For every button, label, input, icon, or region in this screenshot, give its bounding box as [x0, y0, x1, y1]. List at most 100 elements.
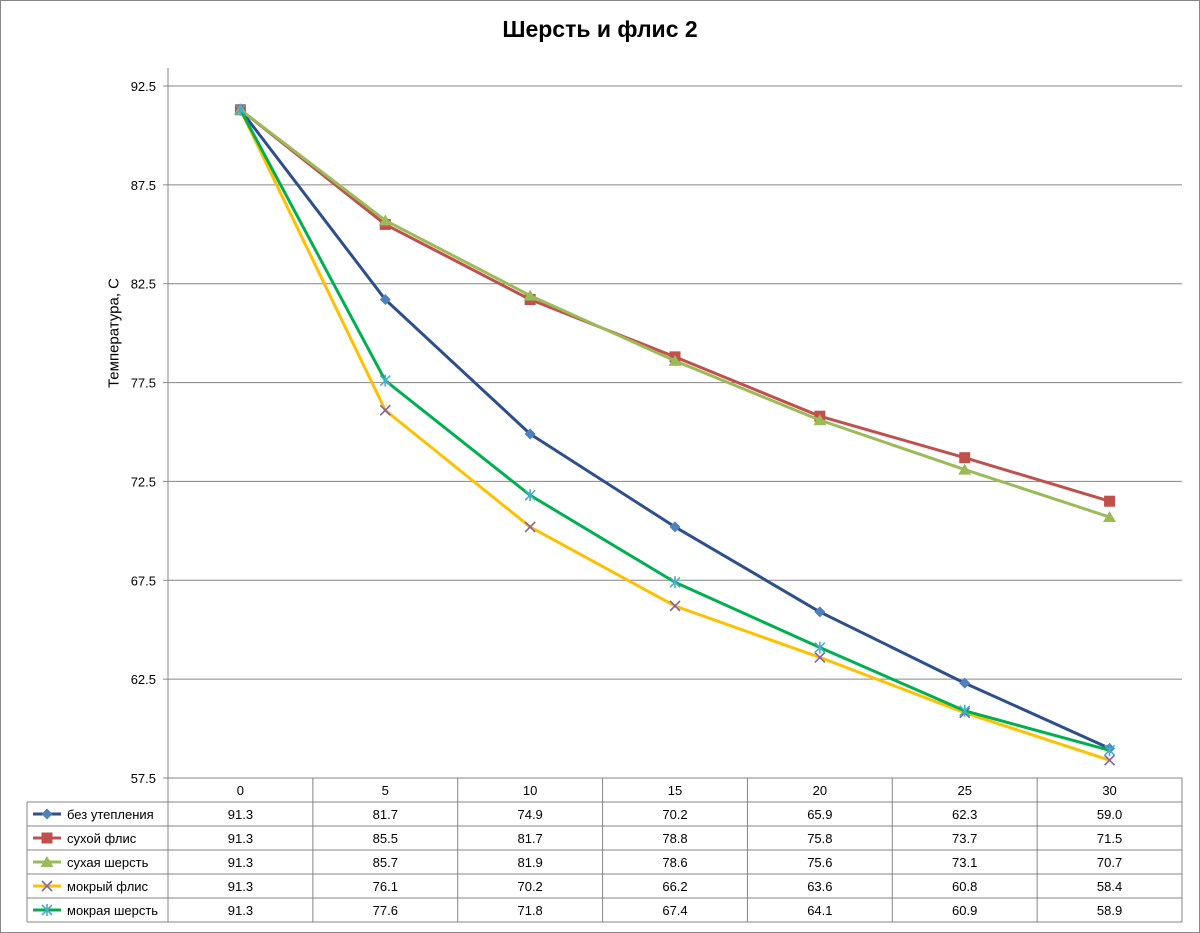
legend-entry: мокрый флис: [33, 879, 149, 894]
legend-entry: сухая шерсть: [33, 855, 149, 870]
marker-diamond: [524, 428, 536, 440]
y-tick-label: 82.5: [131, 277, 156, 292]
data-cell: 81.9: [517, 855, 542, 870]
data-cell: 70.2: [662, 807, 687, 822]
marker-star: [41, 904, 53, 916]
legend-label: мокрый флис: [67, 879, 149, 894]
data-cell: 66.2: [662, 879, 687, 894]
data-cell: 91.3: [228, 807, 253, 822]
marker-star: [959, 704, 971, 717]
data-cell: 81.7: [517, 831, 542, 846]
data-cell: 73.1: [952, 855, 977, 870]
series-4: [234, 104, 1116, 766]
series-2: [234, 104, 1116, 507]
data-table: 0 5 10 15 20 25 30 без утепления 91.3 81.7 74.9 70.…: [26, 777, 1183, 923]
marker-x: [524, 521, 536, 533]
data-cell: 70.7: [1097, 855, 1122, 870]
x-tick-label: 20: [813, 783, 827, 798]
marker-triangle: [813, 414, 827, 426]
y-tick-label: 77.5: [131, 376, 156, 391]
marker-star: [669, 576, 681, 589]
marker-x: [814, 651, 826, 663]
marker-star: [1104, 744, 1116, 757]
marker-square: [959, 452, 971, 464]
y-tick-label: 57.5: [131, 771, 156, 786]
y-tick-label: 67.5: [131, 573, 156, 588]
gridlines: [163, 68, 1182, 779]
data-cell: 85.7: [373, 855, 398, 870]
data-cell: 60.9: [952, 903, 977, 918]
data-cell: 70.2: [517, 879, 542, 894]
marker-diamond: [959, 677, 971, 689]
marker-star: [379, 374, 391, 387]
marker-square: [1104, 495, 1116, 507]
marker-triangle: [378, 214, 392, 226]
series-3: [233, 103, 1117, 523]
data-cell: 91.3: [228, 831, 253, 846]
data-cell: 81.7: [373, 807, 398, 822]
legend-label: без утепления: [67, 807, 154, 822]
series-line: [239, 108, 1111, 503]
marker-star: [524, 489, 536, 502]
series-5: [234, 103, 1116, 757]
x-tick-label: 10: [523, 783, 537, 798]
marker-diamond: [379, 294, 391, 306]
legend-entry: мокрая шерсть: [33, 903, 158, 918]
data-cell: 91.3: [228, 903, 253, 918]
series-layer: [233, 103, 1117, 766]
data-cell: 91.3: [228, 855, 253, 870]
legend-label: сухой флис: [67, 831, 137, 846]
series-1: [234, 104, 1116, 754]
data-cell: 75.8: [807, 831, 832, 846]
data-cell: 85.5: [373, 831, 398, 846]
y-tick-label: 72.5: [131, 474, 156, 489]
marker-diamond: [41, 808, 53, 820]
data-cell: 76.1: [373, 879, 398, 894]
data-cell: 74.9: [517, 807, 542, 822]
data-cell: 62.3: [952, 807, 977, 822]
data-cell: 73.7: [952, 831, 977, 846]
x-tick-label: 25: [957, 783, 971, 798]
data-cell: 77.6: [373, 903, 398, 918]
data-cell: 60.8: [952, 879, 977, 894]
data-cell: 58.4: [1097, 879, 1122, 894]
legend-label: мокрая шерсть: [67, 903, 158, 918]
data-cell: 58.9: [1097, 903, 1122, 918]
chart-title: Шерсть и флис 2: [502, 16, 698, 42]
marker-x: [669, 600, 681, 612]
data-cell: 59.0: [1097, 807, 1122, 822]
legend-entry: сухой флис: [33, 831, 137, 846]
data-cell: 78.6: [662, 855, 687, 870]
data-cell: 75.6: [807, 855, 832, 870]
marker-x: [41, 880, 53, 892]
marker-triangle: [668, 354, 682, 366]
legend-label: сухая шерсть: [67, 855, 149, 870]
series-line: [239, 109, 1110, 752]
data-cell: 71.8: [517, 903, 542, 918]
marker-triangle: [40, 856, 54, 867]
marker-triangle: [1103, 511, 1117, 523]
data-cell: 91.3: [228, 879, 253, 894]
y-tick-label: 92.5: [131, 79, 156, 94]
data-cell: 78.8: [662, 831, 687, 846]
x-tick-label: 15: [668, 783, 682, 798]
data-cell: 65.9: [807, 807, 832, 822]
x-tick-label: 30: [1102, 783, 1116, 798]
data-cell: 63.6: [807, 879, 832, 894]
marker-star: [234, 103, 246, 116]
marker-square: [41, 832, 53, 844]
marker-diamond: [669, 521, 681, 533]
y-tick-label: 87.5: [131, 178, 156, 193]
series-line: [239, 108, 1111, 750]
marker-triangle: [523, 289, 537, 301]
data-cell: 71.5: [1097, 831, 1122, 846]
y-tick-label: 62.5: [131, 672, 156, 687]
x-tick-label: 5: [382, 783, 389, 798]
marker-x: [379, 404, 391, 416]
y-tick-labels: 57.5 62.5 67.5 72.5 77.5 82.5 87.5 92.5: [131, 79, 156, 786]
marker-star: [814, 641, 826, 654]
series-line: [239, 108, 1111, 519]
data-cell: 67.4: [662, 903, 687, 918]
marker-x: [1104, 754, 1116, 766]
